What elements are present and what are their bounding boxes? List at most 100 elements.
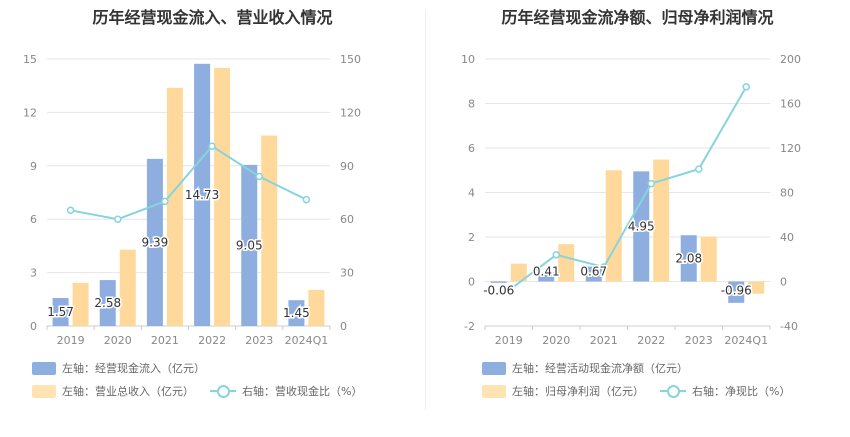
x-tick-label: 2022 xyxy=(198,334,226,347)
y-left-tick-label: 15 xyxy=(23,53,37,66)
y-right-tick-label: 120 xyxy=(780,142,801,155)
legend-label: 右轴：营收现金比（%） xyxy=(242,385,363,398)
bar-primary xyxy=(728,281,745,303)
bar-secondary xyxy=(653,159,670,282)
y-right-tick-label: 160 xyxy=(780,98,801,111)
data-label: 4.95 xyxy=(628,219,655,233)
legend-line-icon xyxy=(660,384,686,398)
bar-secondary xyxy=(166,87,183,326)
y-right-tick-label: 150 xyxy=(340,53,361,66)
y-right-tick-label: 30 xyxy=(340,267,354,280)
y-right-tick-label: 60 xyxy=(340,213,354,226)
x-tick-label: 2023 xyxy=(685,334,713,347)
legend-item-revenue[interactable]: 左轴：营业总收入（亿元） xyxy=(32,383,194,399)
line-series xyxy=(70,144,307,221)
line-point xyxy=(600,263,608,271)
legend-label: 左轴：经营现金流入（亿元） xyxy=(62,362,205,375)
y-left-tick-label: 0 xyxy=(468,276,475,289)
legend-item-net-cash-ratio[interactable]: 右轴：净现比（%） xyxy=(660,383,790,399)
chart-netcash-profit: -2 0 2 4 6 8 10 -40 0 40 80 120 160 200 2019 2020 2021 20… xyxy=(461,53,801,347)
line-point xyxy=(552,251,560,259)
data-label: 14.73 xyxy=(185,188,219,202)
y-left-tick-label: 4 xyxy=(468,187,475,200)
legend-row: 左轴：归母净利润（亿元） 右轴：净现比（%） xyxy=(482,383,806,399)
y-left-tick-label: -2 xyxy=(464,320,475,333)
bar-primary xyxy=(52,298,69,326)
line-point xyxy=(114,215,122,223)
data-label: 9.05 xyxy=(236,238,263,252)
y-right-tick-label: 40 xyxy=(780,231,794,244)
x-tick-label: 2021 xyxy=(151,334,179,347)
y-left-tick-label: 6 xyxy=(468,142,475,155)
line-series xyxy=(508,86,748,292)
line-point xyxy=(505,286,513,295)
y-left-tick-label: 8 xyxy=(468,98,475,111)
data-label: 1.57 xyxy=(47,305,74,319)
line-point xyxy=(255,172,263,181)
line-point xyxy=(695,165,703,173)
chart-panel-cashflow-revenue: 历年经营现金流入、营业收入情况 0 3 6 9 12 15 0 30 60 90 120 150 201… xyxy=(23,8,362,399)
chart-panel-netcash-profit: 历年经营现金流净额、归母净利润情况 -2 0 2 4 6 8 10 -40 0 40 80 120 16… xyxy=(425,0,850,437)
bar-secondary xyxy=(605,170,622,282)
bar-primary xyxy=(241,164,258,326)
y-right-tick-label: 120 xyxy=(340,106,361,119)
legend-line-icon xyxy=(210,384,236,398)
x-tick-label: 2020 xyxy=(104,334,132,347)
y-left-tick-label: 9 xyxy=(30,160,37,173)
legend-swatch xyxy=(482,361,506,375)
data-label: 0.67 xyxy=(580,265,607,279)
x-tick-label: 2022 xyxy=(637,334,665,347)
data-label: -0.06 xyxy=(483,284,514,298)
y-left-tick-label: 6 xyxy=(30,213,37,226)
data-label: -0.96 xyxy=(721,284,752,298)
bar-secondary xyxy=(510,263,527,282)
bar-primary xyxy=(288,300,305,326)
bar-primary xyxy=(585,266,602,282)
bar-secondary xyxy=(261,135,278,326)
data-label: 2.58 xyxy=(94,296,121,310)
legend-row: 左轴：经营现金流入（亿元） xyxy=(32,360,221,376)
line-point xyxy=(208,142,216,150)
bar-primary xyxy=(538,272,555,282)
line-point xyxy=(161,197,169,206)
bar-secondary xyxy=(748,281,765,294)
panel-divider xyxy=(425,10,426,410)
y-right-tick-label: -40 xyxy=(780,320,798,333)
line-point xyxy=(302,195,311,204)
legend-swatch xyxy=(482,384,506,398)
y-left-tick-label: 0 xyxy=(30,320,37,333)
y-right-tick-label: 90 xyxy=(340,160,354,173)
bar-primary xyxy=(633,171,650,282)
legend-item-revenue-cash-ratio[interactable]: 右轴：营收现金比（%） xyxy=(210,383,362,399)
x-tick-label: 2024Q1 xyxy=(285,334,329,347)
legend-item-net-profit[interactable]: 左轴：归母净利润（亿元） xyxy=(482,383,644,399)
x-tick-label: 2019 xyxy=(57,334,85,347)
legend-item-cash-inflow[interactable]: 左轴：经营现金流入（亿元） xyxy=(32,360,205,376)
x-tick-label: 2023 xyxy=(245,334,273,347)
chart-title: 历年经营现金流净额、归母净利润情况 xyxy=(501,8,774,27)
legend-label: 左轴：经营活动现金流净额（亿元） xyxy=(512,362,688,375)
y-right-tick-label: 0 xyxy=(340,320,347,333)
data-label: 1.45 xyxy=(283,306,310,320)
legend-swatch xyxy=(32,384,56,398)
legend-item-net-operating-cash[interactable]: 左轴：经营活动现金流净额（亿元） xyxy=(482,360,688,376)
bar-secondary xyxy=(214,67,231,327)
bar-secondary xyxy=(558,244,575,282)
line-point xyxy=(742,83,750,91)
line-point xyxy=(647,179,655,188)
bar-primary xyxy=(99,280,116,326)
chart-title: 历年经营现金流入、营业收入情况 xyxy=(92,8,333,27)
bar-primary xyxy=(146,158,163,326)
bar-primary xyxy=(490,281,507,283)
bar-secondary xyxy=(72,282,89,326)
bar-secondary xyxy=(308,289,325,326)
y-left-tick-label: 3 xyxy=(30,267,37,280)
y-left-tick-label: 10 xyxy=(461,53,475,66)
x-tick-label: 2024Q1 xyxy=(724,334,768,347)
bar-secondary xyxy=(700,236,717,282)
x-tick-label: 2019 xyxy=(495,334,523,347)
y-left-tick-label: 12 xyxy=(23,106,37,119)
line-point xyxy=(66,206,75,215)
bar-primary xyxy=(194,63,211,326)
